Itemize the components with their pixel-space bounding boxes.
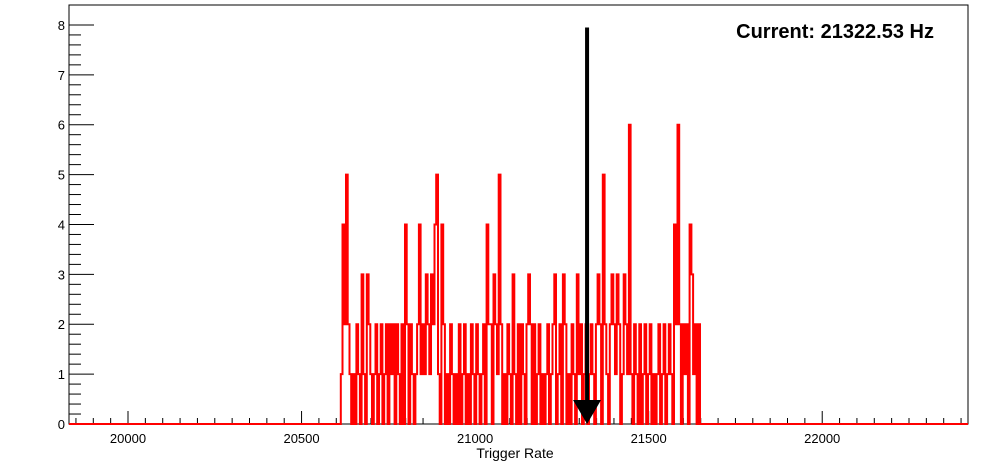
- y-tick-label: 8: [58, 18, 65, 33]
- y-axis: 0 1 2 3 4 5 6 7 8: [58, 18, 94, 432]
- y-tick-label: 6: [58, 118, 65, 133]
- x-tick-label: 21500: [631, 431, 667, 446]
- y-tick-label: 4: [58, 217, 65, 232]
- x-tick-label: 20500: [283, 431, 319, 446]
- current-rate-arrow-head: [573, 400, 602, 424]
- x-axis: 20000 20500 21000 21500 22000: [75, 411, 962, 446]
- y-tick-label: 5: [58, 168, 65, 183]
- x-axis-title: Trigger Rate: [476, 445, 554, 461]
- x-tick-label: 22000: [804, 431, 840, 446]
- x-tick-label: 21000: [457, 431, 493, 446]
- histogram-series-line: [69, 123, 968, 425]
- y-tick-label: 1: [58, 367, 65, 382]
- y-tick-label: 2: [58, 317, 65, 332]
- current-rate-label: Current: 21322.53 Hz: [736, 21, 934, 43]
- y-tick-label: 3: [58, 267, 65, 282]
- x-tick-label: 20000: [110, 431, 146, 446]
- y-tick-label: 0: [58, 417, 65, 432]
- y-tick-label: 7: [58, 68, 65, 83]
